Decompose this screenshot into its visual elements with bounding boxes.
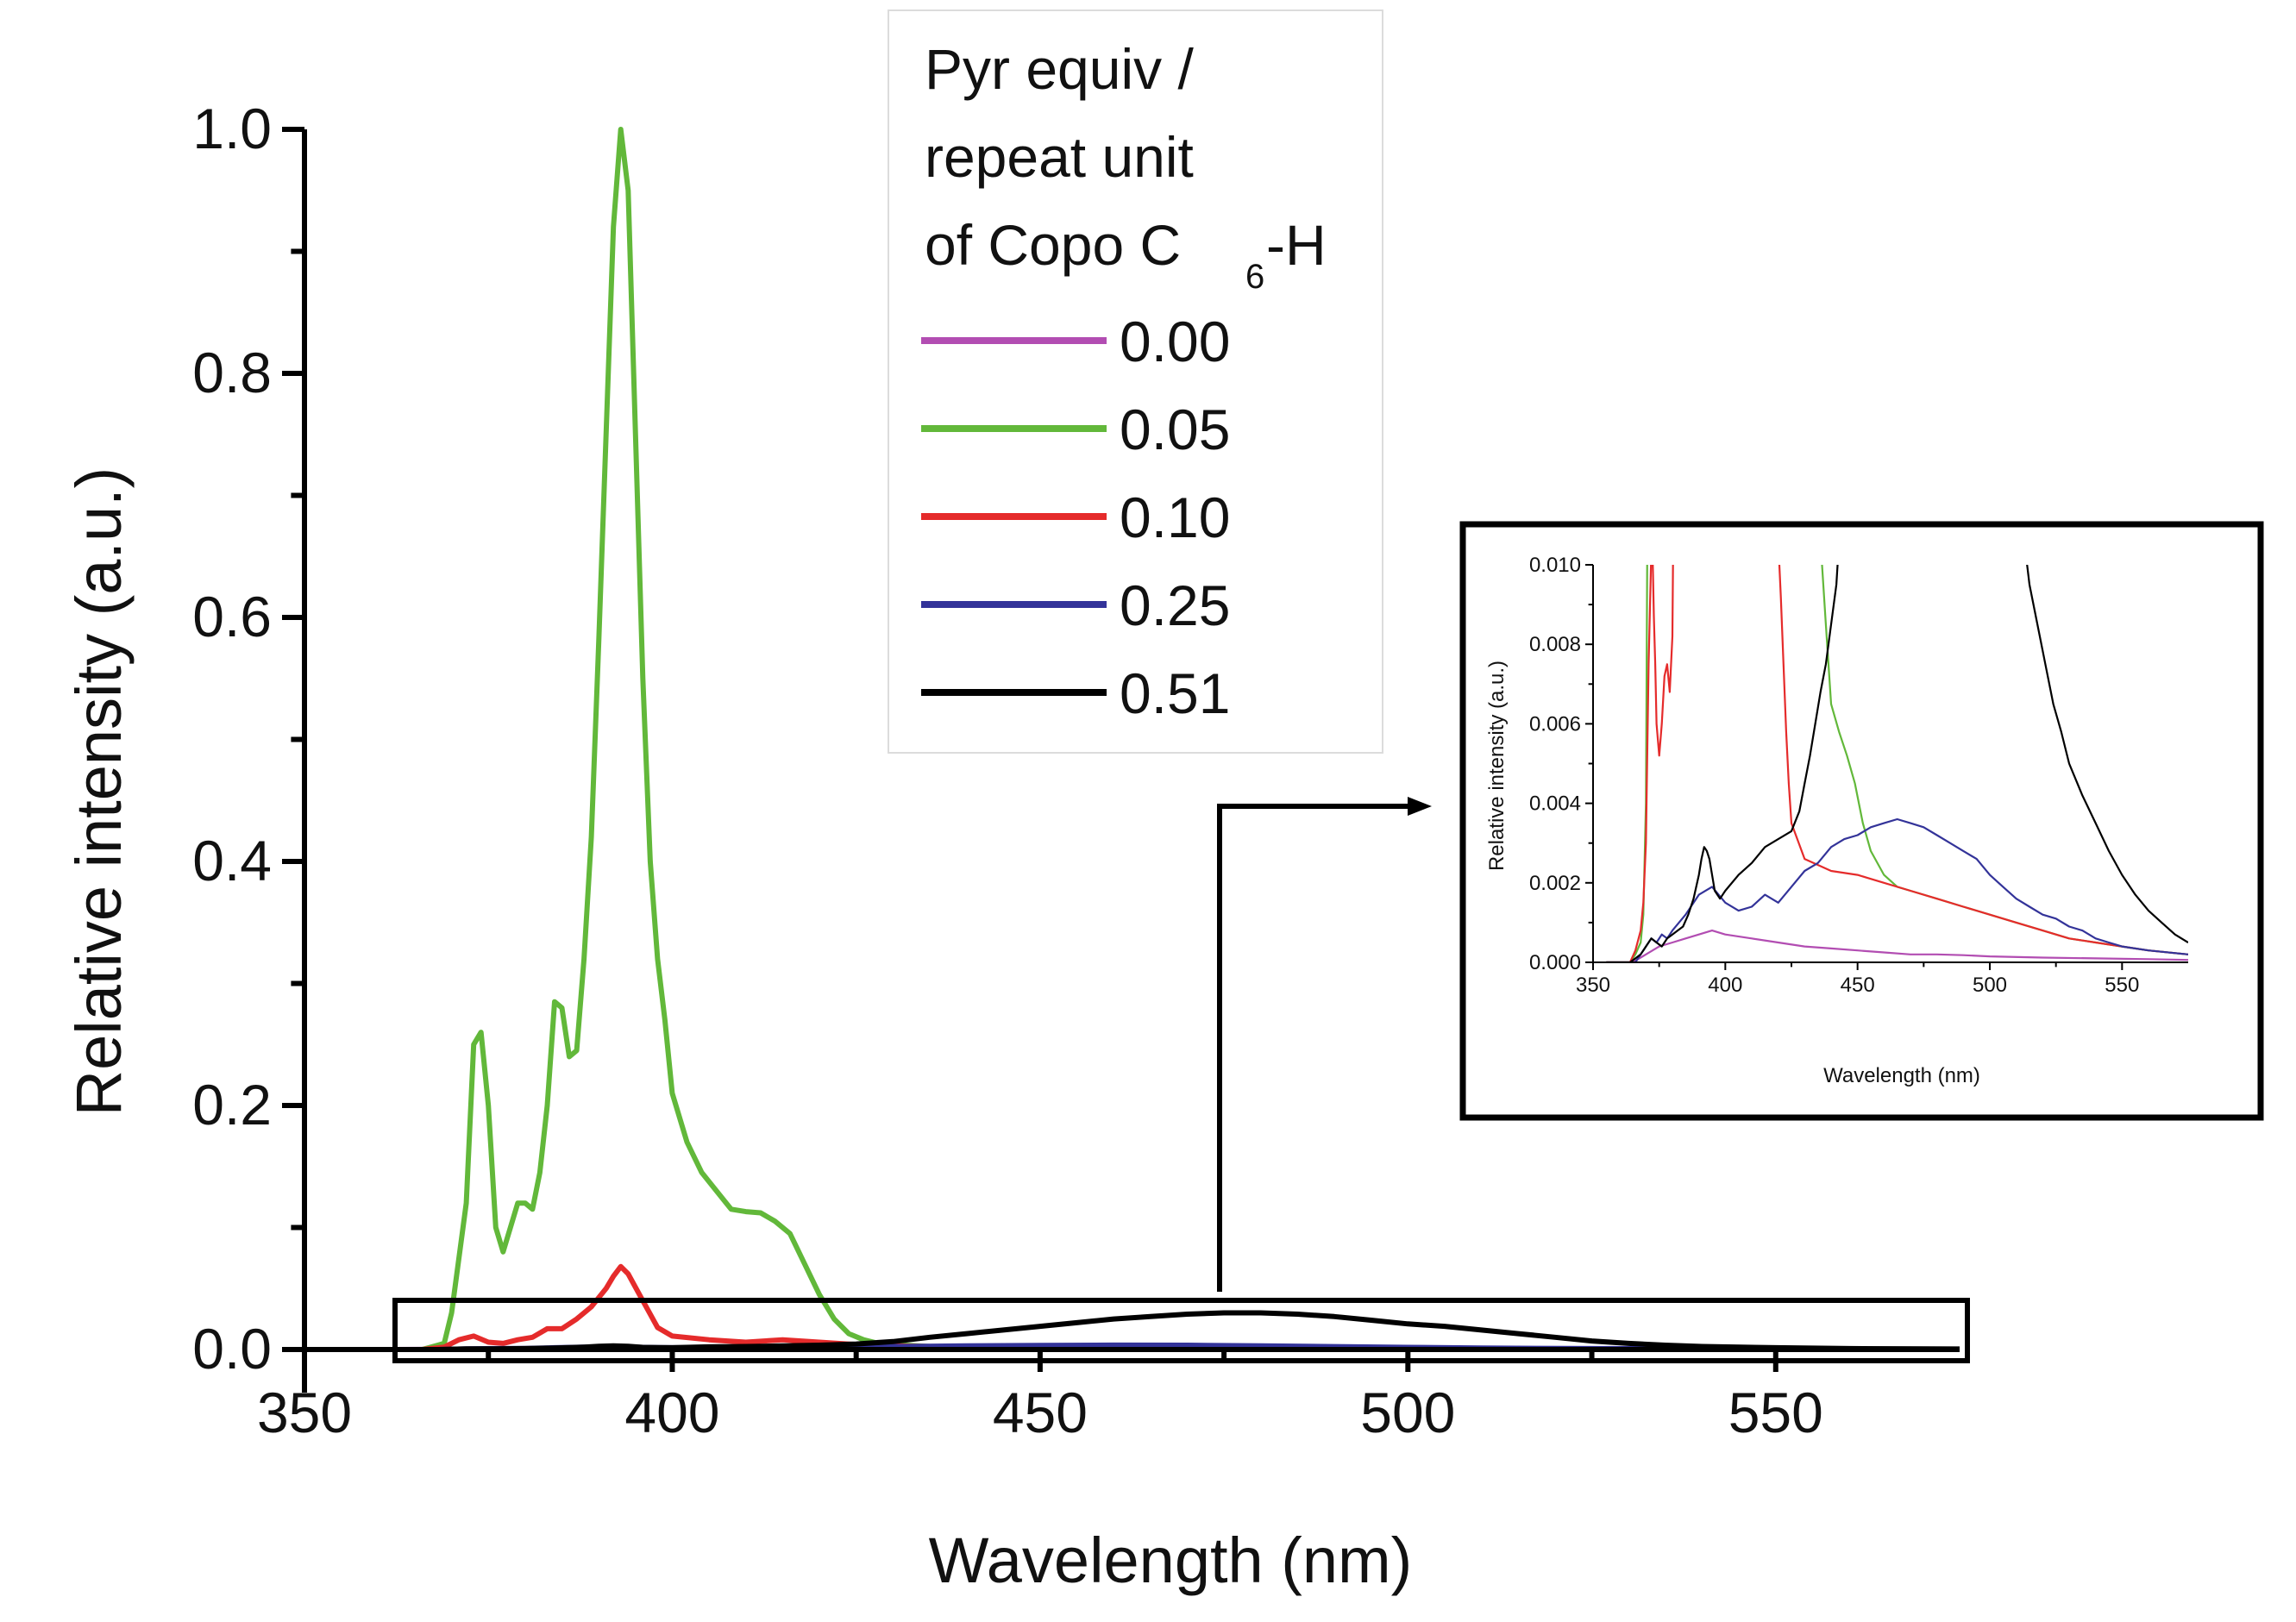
legend-title-line-2: repeat unit: [925, 125, 1194, 189]
main-y-tick-label: 0.6: [192, 585, 272, 648]
main-axes: 350 400 450 500 550 0.0 0.2 0.4 0.6 0.8 1.0: [192, 97, 1960, 1444]
main-x-tick-label: 400: [624, 1381, 719, 1444]
main-y-tick-label: 0.2: [192, 1073, 272, 1137]
inset-series-line-0-10: [1606, 565, 2188, 962]
inset-x-tick-label: 350: [1576, 974, 1610, 997]
zoom-callout-arrowhead: [1408, 797, 1432, 816]
legend-label-0-00: 0.00: [1120, 310, 1230, 373]
main-y-tick-label: 1.0: [192, 97, 272, 160]
legend-label-0-10: 0.10: [1120, 485, 1230, 549]
inset-y-tick-label: 0.002: [1529, 872, 1581, 895]
legend-title-suffix: -H: [1266, 213, 1327, 277]
main-chart: 350 400 450 500 550 0.0 0.2 0.4 0.6 0.8 1.0 Wavele…: [63, 97, 1970, 1596]
inset-y-axis-title: Relative intensity (a.u.): [1485, 661, 1509, 871]
inset-y-tick-label: 0.006: [1529, 712, 1581, 736]
inset-y-tick-label: 0.010: [1529, 554, 1581, 577]
inset-x-tick-label: 500: [1973, 974, 2007, 997]
main-y-tick-label: 0.8: [192, 341, 272, 404]
inset-series-layer: [1606, 565, 2188, 962]
legend-title-line-3-text: of Copo C: [925, 213, 1181, 277]
inset-series-line-0-00: [1606, 929, 2188, 962]
inset-axes: 350 400 450 500 550 0.000 0.002 0.004 0.006 0.008…: [1529, 554, 2188, 997]
zoom-region-box: [392, 1298, 1970, 1363]
inset-x-tick-label: 400: [1708, 974, 1742, 997]
main-series-line-0-51: [392, 1310, 1960, 1352]
main-x-axis-title: Wavelength (nm): [929, 1525, 1413, 1596]
main-y-tick-label: 0.0: [192, 1317, 272, 1381]
legend-entries: 0.00 0.05 0.10 0.25 0.51: [921, 310, 1230, 725]
legend-label-0-51: 0.51: [1120, 661, 1230, 725]
legend-label-0-05: 0.05: [1120, 398, 1230, 461]
inset-y-tick-label: 0.008: [1529, 633, 1581, 656]
inset-chart: 350 400 450 500 550 0.000 0.002 0.004 0.006 0.008…: [1459, 521, 2264, 1121]
inset-x-axis-title: Wavelength (nm): [1823, 1064, 1980, 1087]
inset-y-tick-label: 0.004: [1529, 792, 1581, 816]
main-x-tick-label: 450: [993, 1381, 1088, 1444]
main-x-tick-label: 500: [1360, 1381, 1455, 1444]
inset-series-line-0-51: [1606, 565, 2188, 962]
legend-title-line-1: Pyr equiv /: [925, 37, 1194, 101]
inset-series-line-0-25: [1606, 817, 2188, 962]
zoom-callout-arrow: [1217, 804, 1415, 1292]
main-y-tick-label: 0.4: [192, 829, 272, 892]
inset-y-tick-label: 0.000: [1529, 951, 1581, 974]
legend: Pyr equiv / repeat unit of Copo C 6 -H 0…: [888, 9, 1383, 754]
legend-label-0-25: 0.25: [1120, 573, 1230, 637]
main-x-tick-label: 350: [257, 1381, 352, 1444]
legend-frame: [888, 9, 1383, 754]
main-y-axis-title: Relative intensity (a.u.): [63, 467, 135, 1117]
legend-title-subscript: 6: [1245, 258, 1264, 296]
legend-title-line-3: of Copo C: [925, 213, 1181, 277]
main-x-tick-label: 550: [1728, 1381, 1823, 1444]
inset-x-tick-label: 550: [2105, 974, 2139, 997]
inset-x-tick-label: 450: [1841, 974, 1875, 997]
